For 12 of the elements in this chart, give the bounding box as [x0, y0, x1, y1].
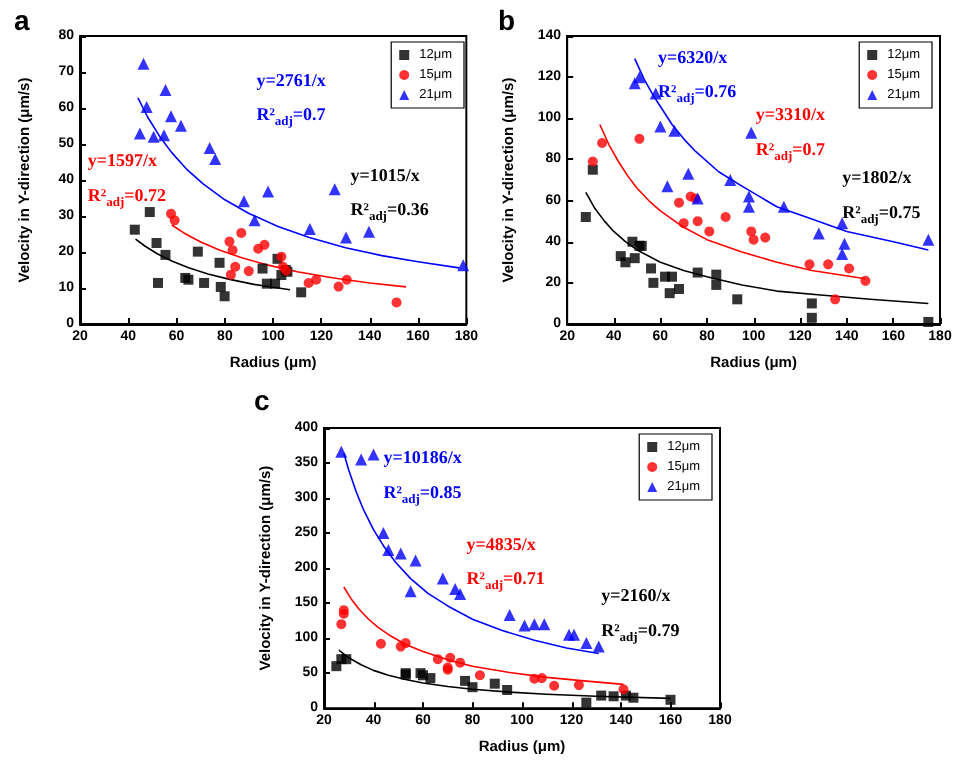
annotation: y=1802/x	[842, 167, 913, 188]
annotation: y=1597/x	[87, 150, 159, 171]
chart-title: b	[498, 4, 516, 36]
chart-title: c	[254, 384, 270, 416]
annotation: y=10186/x	[383, 447, 463, 468]
annotation: y=6320/x	[658, 46, 729, 67]
annotation: y=2160/x	[601, 585, 672, 606]
annotation: y=3310/x	[755, 104, 827, 125]
annotation: y=1015/x	[350, 164, 421, 185]
chart-title: a	[14, 4, 30, 36]
annotation: y=4835/x	[466, 533, 537, 554]
annotation: y=2761/x	[256, 69, 327, 90]
